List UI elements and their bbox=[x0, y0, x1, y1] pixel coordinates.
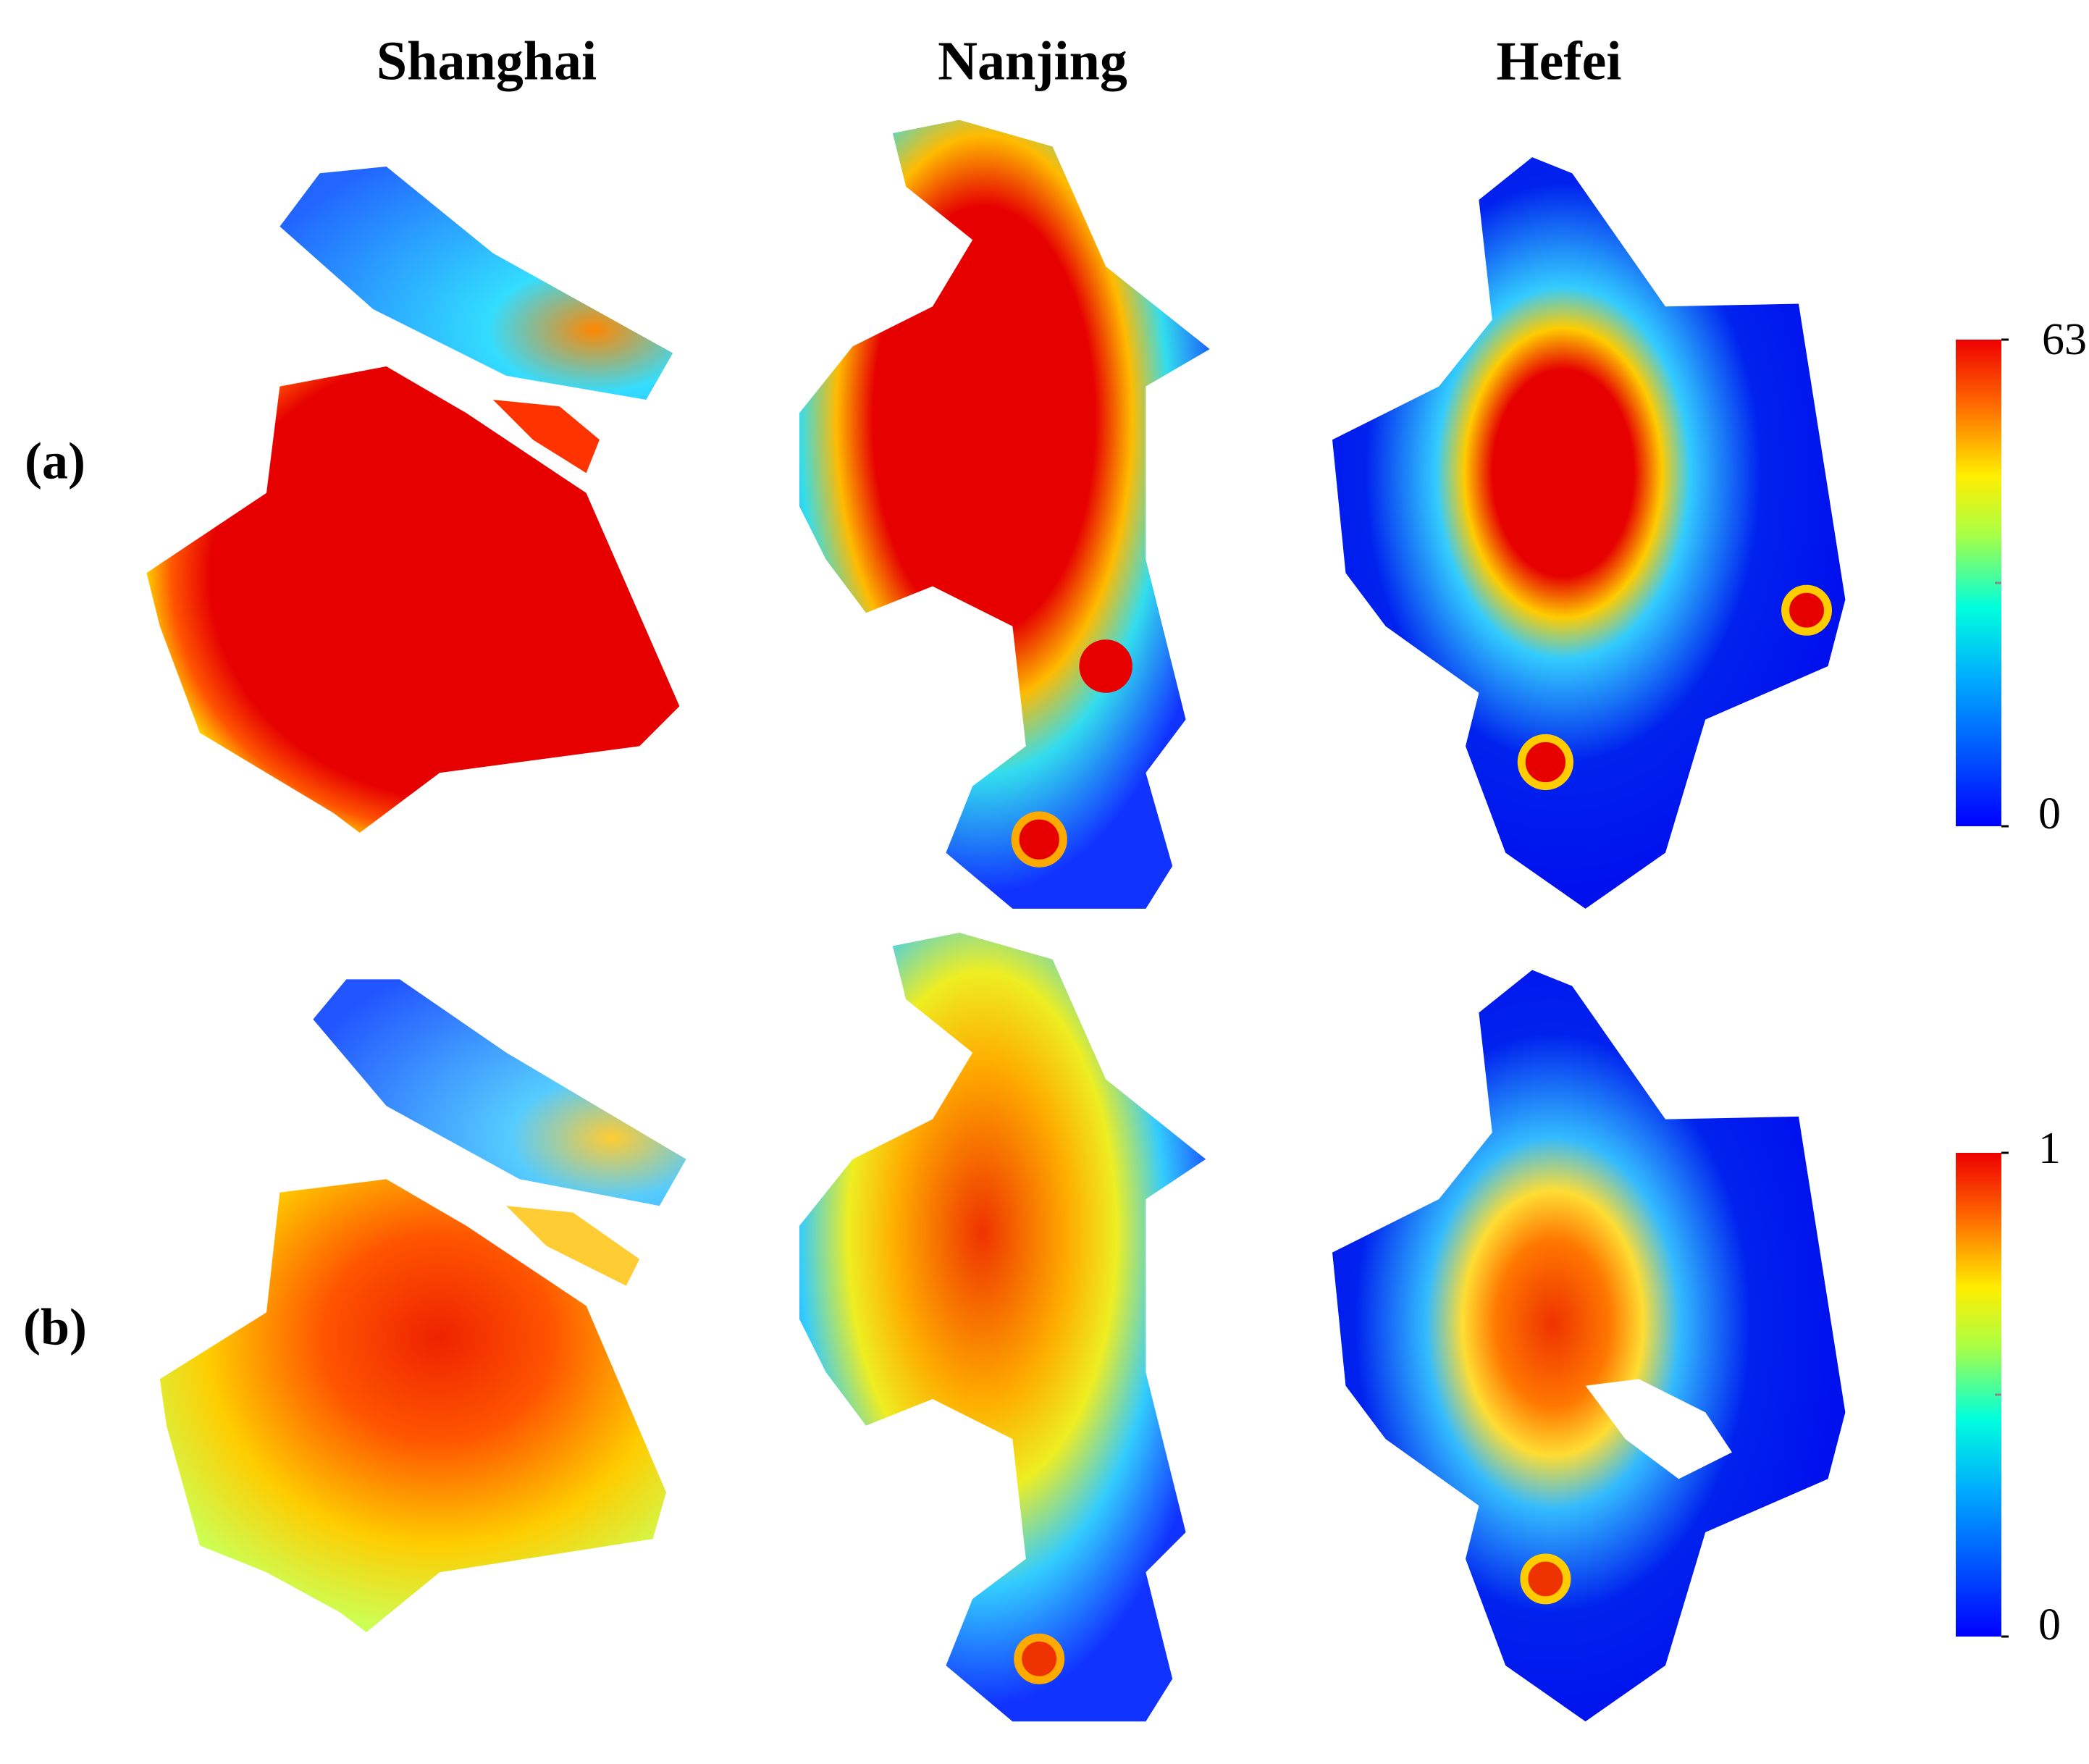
maps bbox=[146, 119, 1846, 1722]
colorbar-max: 63 bbox=[2042, 315, 2087, 364]
colorbar bbox=[1956, 1153, 2001, 1637]
colorbar-min: 0 bbox=[2038, 789, 2061, 839]
hotspot bbox=[1014, 1633, 1065, 1684]
nanjing bbox=[799, 933, 1206, 1722]
shanghai-island bbox=[313, 979, 686, 1206]
gap bbox=[1585, 1379, 1732, 1479]
row-label: (a) bbox=[25, 432, 85, 490]
hotspot bbox=[1517, 734, 1574, 791]
map-row-a bbox=[146, 119, 1846, 909]
shanghai-main bbox=[146, 366, 680, 833]
shanghai-island bbox=[279, 167, 673, 400]
hefei bbox=[1332, 970, 1846, 1722]
hotspot bbox=[1520, 1553, 1571, 1605]
row-label: (b) bbox=[23, 1298, 87, 1356]
hotspot bbox=[1079, 639, 1132, 693]
colorbar bbox=[1956, 340, 2001, 826]
hotspot bbox=[1011, 811, 1067, 868]
column-title: Nanjing bbox=[938, 30, 1127, 91]
hotspot bbox=[1781, 584, 1833, 636]
column-title: Hefei bbox=[1496, 30, 1621, 91]
shanghai-island-small bbox=[492, 400, 600, 474]
colorbar-max: 1 bbox=[2038, 1124, 2061, 1173]
shanghai-island-small bbox=[506, 1206, 640, 1286]
colorbar-min: 0 bbox=[2038, 1600, 2061, 1650]
shanghai-main bbox=[159, 1179, 667, 1632]
map-row-b bbox=[159, 933, 1846, 1722]
column-title: Shanghai bbox=[377, 30, 597, 91]
nanjing bbox=[799, 119, 1210, 909]
hefei bbox=[1332, 157, 1846, 909]
